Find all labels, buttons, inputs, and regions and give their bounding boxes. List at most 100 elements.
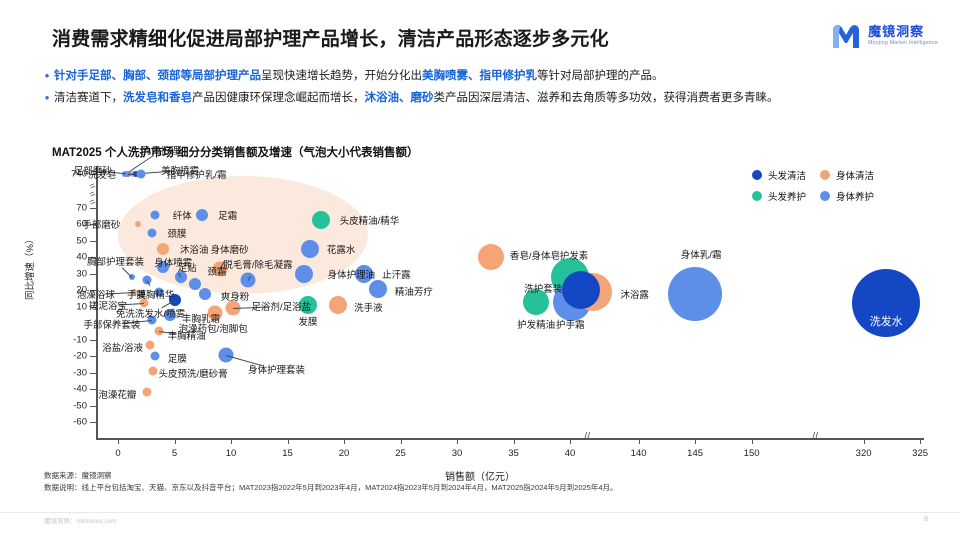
bubble-point[interactable]	[135, 221, 142, 228]
y-axis-tick-label: -10	[73, 334, 87, 346]
y-axis-tick-label: -30	[73, 367, 87, 379]
note-description: 数据说明：线上平台包括淘宝、天猫、京东以及抖音平台；MAT2023指2022年5…	[44, 483, 618, 492]
bubble-point[interactable]	[142, 387, 152, 397]
y-axis-tick-label: -20	[73, 350, 87, 362]
bubble-point[interactable]	[154, 287, 164, 297]
bullet-highlight: 沐浴油、磨砂	[364, 92, 434, 104]
bubble-point[interactable]	[150, 351, 160, 361]
bubble-label: 脱毛膏/除毛凝露	[223, 260, 293, 272]
y-axis-tick	[90, 224, 96, 226]
bubble-point[interactable]	[147, 228, 157, 238]
bubble-point[interactable]	[145, 340, 155, 350]
bubble-point[interactable]	[295, 264, 314, 283]
x-axis-tick	[231, 438, 232, 444]
x-axis-tick-label: 320	[855, 448, 872, 459]
bubble-point[interactable]	[148, 366, 158, 376]
bullet-item: • 针对手足部、胸部、颈部等局部护理产品呈现快速增长趋势，开始分化出美胸喷雾、指甲…	[40, 68, 940, 84]
y-axis-tick-label: 60	[76, 218, 87, 230]
bubble-point[interactable]	[139, 298, 149, 308]
bubble-point[interactable]	[199, 287, 211, 300]
bubble-point[interactable]	[301, 240, 320, 259]
bubble-label: 手部磨砂	[82, 220, 121, 232]
bubble-point[interactable]	[195, 208, 208, 221]
legend-item[interactable]: 头发清洁	[752, 168, 806, 182]
bubble-point[interactable]	[368, 279, 387, 298]
bubble-point[interactable]	[562, 271, 601, 310]
x-axis-tick-label: 150	[743, 448, 760, 459]
legend-item[interactable]: 身体养护	[820, 189, 874, 203]
legend-color-dot-icon	[820, 191, 831, 201]
bubble-point[interactable]	[150, 210, 160, 220]
bubble-point[interactable]	[130, 288, 137, 295]
bubble-point[interactable]	[133, 171, 140, 177]
legend-item[interactable]: 身体清洁	[820, 168, 874, 182]
bubble-label: 护发素	[559, 251, 589, 263]
bubble-point[interactable]	[207, 305, 223, 321]
bubble-point[interactable]	[329, 296, 348, 315]
bubble-point[interactable]	[218, 347, 234, 362]
bubble-label: 身体喷雾	[154, 258, 193, 270]
x-axis-tick-label: 25	[395, 448, 406, 459]
x-axis-tick-label: 140	[630, 448, 647, 459]
bubble-point[interactable]	[168, 294, 181, 307]
bubble-point[interactable]	[523, 288, 550, 315]
bullet-dot-icon: •	[44, 68, 50, 83]
x-axis-tick	[751, 438, 753, 444]
x-axis-tick	[695, 438, 697, 444]
legend-color-dot-icon	[820, 170, 831, 180]
bubble-point[interactable]	[668, 266, 723, 321]
bubble-point[interactable]	[163, 309, 176, 321]
bubble-label: 指甲修护乳/霜	[166, 170, 227, 181]
bubble-label: 洗手液	[354, 303, 383, 315]
x-axis-tick	[287, 438, 289, 444]
bubble-point[interactable]	[157, 261, 170, 274]
x-axis-tick-label: 325	[912, 448, 929, 459]
note-source: 数据来源：魔镜洞察	[44, 471, 112, 480]
bubble-label: 发膜	[298, 317, 318, 329]
legend-item[interactable]: 头发养护	[752, 189, 806, 203]
bubble-label: 沐浴露	[620, 289, 649, 301]
bubble-label: 足部磨砂	[73, 166, 112, 177]
y-axis-title: 同比增速（%）	[25, 234, 36, 300]
x-axis-tick	[457, 438, 458, 444]
x-axis-line	[96, 438, 924, 440]
legend-color-dot-icon	[752, 170, 762, 180]
page-number: 8	[923, 514, 928, 523]
brand-logo: 魔镜洞察 Moojing Market Intelligence	[831, 22, 938, 50]
bubble-point[interactable]	[477, 244, 504, 271]
bubble-label: 护发精油	[517, 319, 556, 331]
bubble-label: 香皂/身体皂	[509, 251, 560, 263]
bubble-label: 足浴剂/足浴盐	[251, 302, 312, 314]
bubble-label: 头皮精油/精华	[339, 215, 400, 227]
bubble-label: 身体乳/霜	[680, 249, 722, 261]
bubble-label: 足霜	[218, 210, 238, 222]
x-axis-tick	[344, 438, 345, 444]
y-axis-tick-label: 40	[76, 251, 87, 263]
bubble-label: 泡澡花瓣	[98, 390, 137, 402]
bubble-point[interactable]	[188, 277, 201, 290]
bubble-label: 手部保养套装	[83, 319, 141, 331]
chart-title: MAT2025 个人洗护市场 细分分类销售额及增速（气泡大小代表销售额）	[52, 147, 419, 159]
y-axis-tick	[90, 273, 96, 275]
bubble-point[interactable]	[157, 243, 170, 256]
bullet-item: • 清洁赛道下，洗发皂和香皂产品因健康环保理念崛起而增长，沐浴油、磨砂类产品因深层…	[40, 90, 940, 106]
bubble-label: 足贴	[177, 263, 197, 275]
bubble-point[interactable]	[355, 264, 374, 283]
bubble-point[interactable]	[154, 326, 164, 336]
bubble-point[interactable]	[852, 269, 921, 338]
bubble-point[interactable]	[312, 210, 331, 229]
bubble-label: 纤体	[172, 210, 192, 222]
y-axis-tick-label: 10	[76, 301, 87, 313]
bubble-point[interactable]	[147, 315, 157, 325]
bubble-point[interactable]	[136, 169, 146, 179]
bullet-highlight: 洗发皂和香皂	[123, 92, 192, 104]
y-axis-tick-label: 740	[71, 168, 87, 180]
x-axis-tick-label: 20	[338, 448, 350, 459]
bubble-point[interactable]	[142, 275, 152, 285]
bubble-label: 身体磨砂	[210, 244, 249, 256]
bubble-point[interactable]	[298, 296, 317, 315]
chart-legend: 头发清洁 身体清洁 头发养护 身体养护	[752, 168, 874, 203]
y-axis-tick	[90, 405, 96, 407]
bubble-label: 浴盐/浴液	[102, 342, 143, 354]
bubble-label: 颈膜	[167, 228, 187, 240]
